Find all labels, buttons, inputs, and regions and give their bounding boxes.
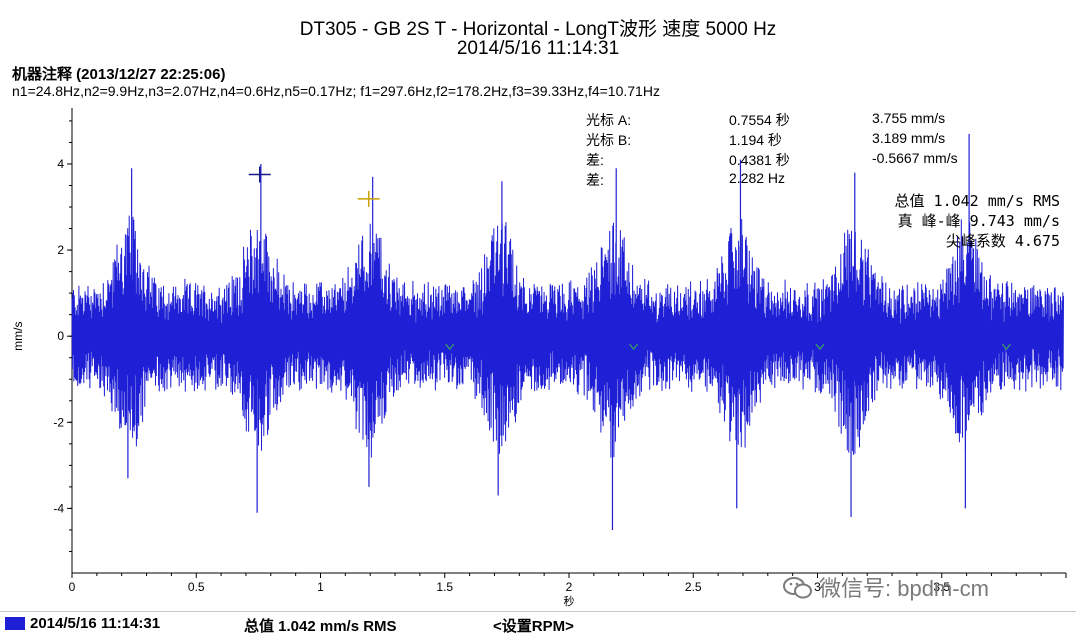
cursor-freq-label: 差: xyxy=(586,172,604,188)
waveform-series xyxy=(71,215,1064,458)
wechat-icon xyxy=(783,577,812,599)
set-rpm-button[interactable]: <设置RPM> xyxy=(493,618,574,635)
cursor-b-value: 3.189 mm/s xyxy=(872,130,946,146)
x-tick-label: 2 xyxy=(566,580,573,594)
status-date: 2014/5/16 11:14:31 xyxy=(30,615,161,632)
x-tick-label: 1.5 xyxy=(436,580,453,594)
y-tick-label: 2 xyxy=(57,243,64,257)
crest-factor: 尖峰系数 4.675 xyxy=(945,232,1060,250)
chart-title: DT305 - GB 2S T - Horizontal - LongT波形 速… xyxy=(299,19,777,40)
y-tick-label: 4 xyxy=(57,157,64,171)
cursor-diff-label: 差: xyxy=(586,152,604,168)
x-tick-label: 2.5 xyxy=(685,580,702,594)
status-overall: 总值 1.042 mm/s RMS xyxy=(244,618,397,635)
period-marker xyxy=(629,343,639,351)
cursor-a-time: 0.7554 秒 xyxy=(729,112,790,128)
watermark: 微信号: bpdm-cm xyxy=(783,571,989,603)
cursor-diff-time: 0.4381 秒 xyxy=(729,152,790,168)
period-marker xyxy=(1001,343,1011,351)
cursor-b-time: 1.194 秒 xyxy=(729,132,782,148)
period-marker xyxy=(445,343,455,351)
y-axis-label: mm/s xyxy=(11,322,25,351)
overall-rms: 总值 1.042 mm/s RMS xyxy=(894,192,1060,210)
x-tick-label: 3 xyxy=(814,580,821,594)
x-tick-label: 0 xyxy=(69,580,76,594)
waveform-chart[interactable]: 0 0.5 1 1.5 2 2.5 3 3.5 4 2 0 -2 -4 秒 mm/s xyxy=(0,100,1076,610)
x-tick-label: 0.5 xyxy=(188,580,205,594)
y-tick-label: 0 xyxy=(57,329,64,343)
period-marker xyxy=(815,343,825,351)
cursor-diff-value: -0.5667 mm/s xyxy=(872,150,958,166)
y-tick-label: -2 xyxy=(53,415,64,429)
watermark-text: 微信号: bpdm-cm xyxy=(819,576,989,601)
cursor-a-value: 3.755 mm/s xyxy=(872,110,946,126)
cursor-freq-value: 2.282 Hz xyxy=(729,170,786,186)
peak-to-peak: 真 峰-峰 9.743 mm/s xyxy=(897,212,1060,230)
x-axis-label: 秒 xyxy=(564,594,575,608)
x-tick-label: 1 xyxy=(317,580,324,594)
chart-timestamp: 2014/5/16 11:14:31 xyxy=(456,38,620,59)
legend-swatch[interactable] xyxy=(5,617,25,630)
machine-note-heading: 机器注释 (2013/12/27 22:25:06) xyxy=(12,66,226,83)
x-tick-label: 3.5 xyxy=(933,580,950,594)
cursor-b-label: 光标 B: xyxy=(586,132,632,148)
y-tick-label: -4 xyxy=(53,501,64,515)
machine-note-text: n1=24.8Hz,n2=9.9Hz,n3=2.07Hz,n4=0.6Hz,n5… xyxy=(12,83,660,99)
cursor-a-label: 光标 A: xyxy=(586,112,632,128)
status-bar: 2014/5/16 11:14:31 总值 1.042 mm/s RMS <设置… xyxy=(0,611,1076,636)
